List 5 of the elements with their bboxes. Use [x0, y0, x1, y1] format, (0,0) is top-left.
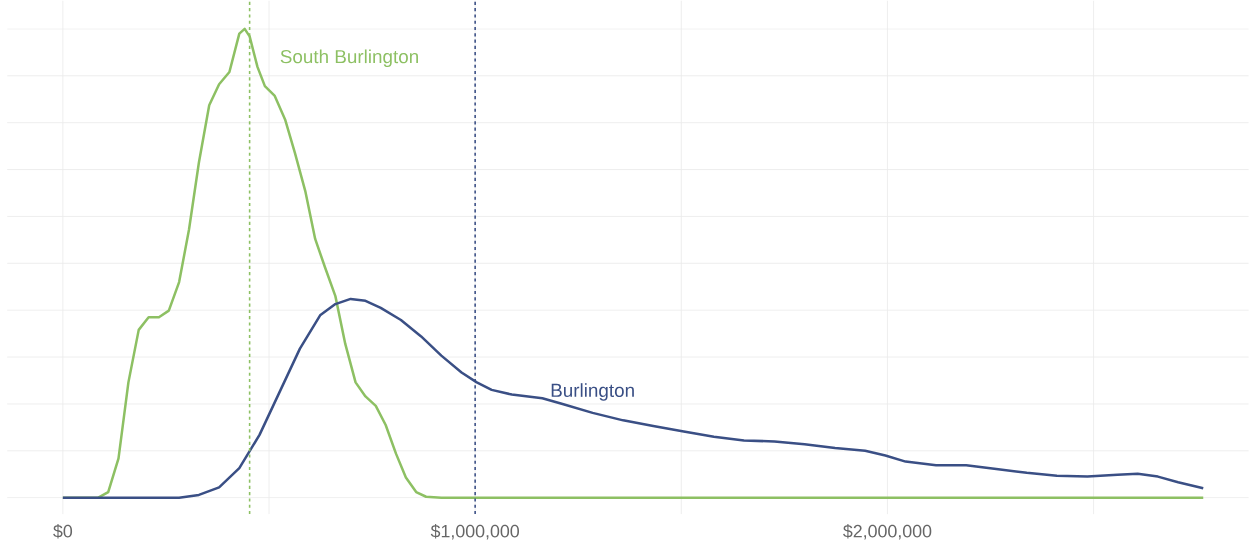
series-label: South Burlington [280, 49, 418, 68]
x-tick-label: $2,000,000 [843, 524, 932, 540]
x-tick-label: $1,000,000 [430, 524, 520, 540]
series-label: Burlington [551, 383, 634, 401]
x-tick-label: $0 [53, 524, 73, 539]
